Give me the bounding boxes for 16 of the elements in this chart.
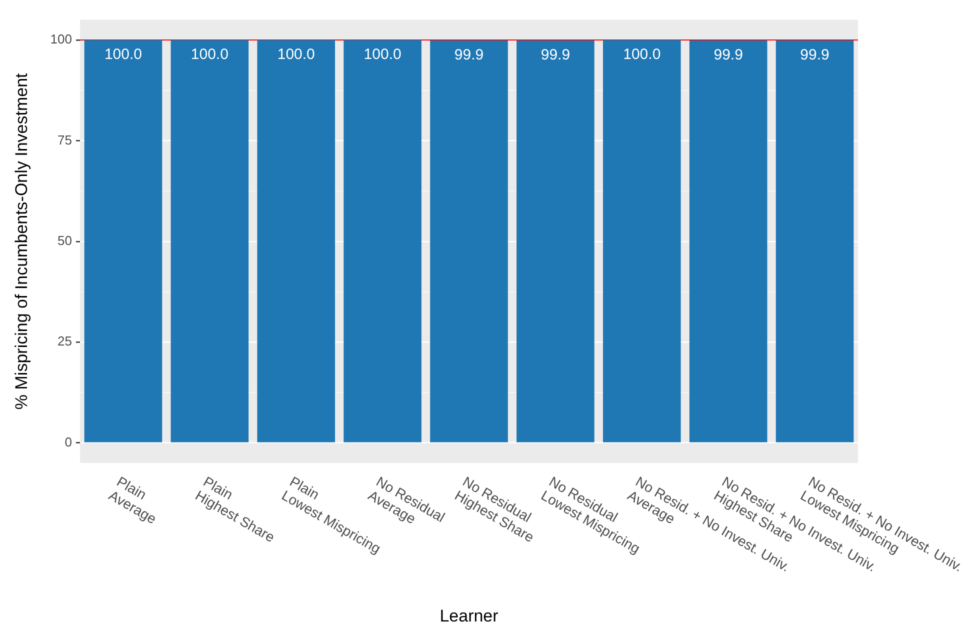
- x-axis-title: Learner: [440, 606, 499, 626]
- data-label: 99.9: [800, 46, 830, 64]
- data-label: 99.9: [454, 46, 484, 64]
- y-tick-label: 25: [58, 334, 72, 349]
- data-label: 100.0: [623, 46, 661, 64]
- data-label: 100.0: [364, 46, 402, 64]
- data-label: 100.0: [277, 46, 315, 64]
- y-axis-title: % Mispricing of Incumbents-Only Investment: [12, 72, 31, 410]
- data-label: 100.0: [104, 46, 142, 64]
- data-label: 99.9: [540, 46, 570, 64]
- y-tick-label: 100: [50, 32, 72, 47]
- data-label: 100.0: [190, 46, 228, 64]
- y-tick-label: 50: [58, 232, 72, 248]
- y-tick-label: 75: [58, 132, 72, 148]
- y-tick-label: 0: [64, 434, 72, 450]
- data-label: 99.9: [714, 46, 743, 64]
